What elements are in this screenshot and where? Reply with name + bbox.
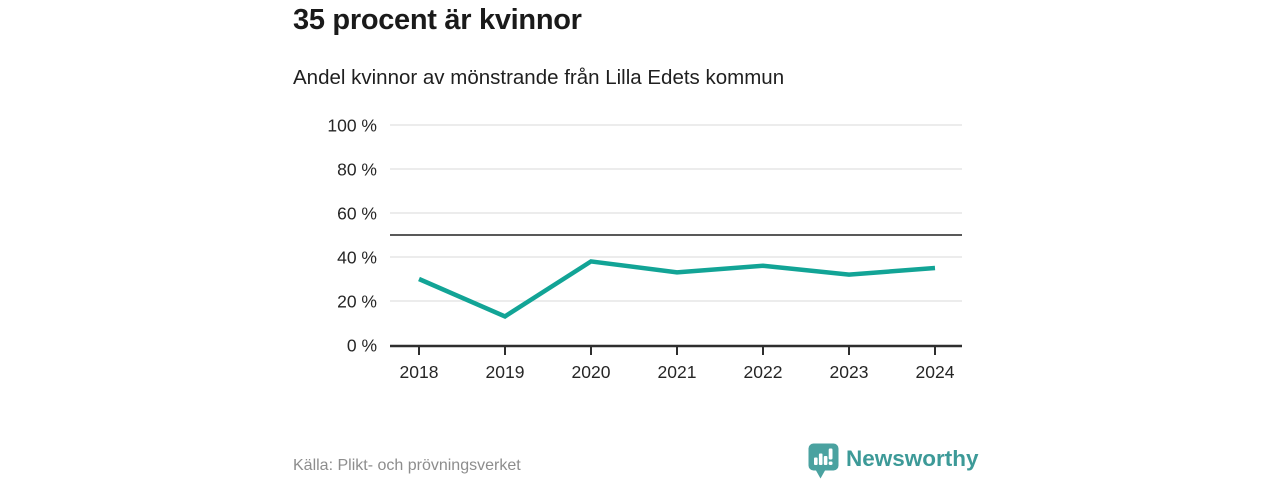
y-tick-label: 100 %: [327, 116, 377, 136]
newsworthy-icon: [808, 443, 839, 479]
y-tick-label: 40 %: [337, 248, 377, 268]
y-tick-label: 60 %: [337, 204, 377, 224]
page-title: 35 procent är kvinnor: [293, 4, 582, 36]
x-tick-label: 2019: [486, 362, 525, 382]
brand-logo: Newsworthy: [808, 443, 979, 479]
y-tick-label: 0 %: [347, 336, 377, 356]
x-tick-label: 2018: [400, 362, 439, 382]
data-line: [418, 259, 936, 319]
line-chart-svg: 0 % 20 % 40 % 60 % 80 % 100 % 2018 2019 2020 2021…: [327, 116, 962, 382]
x-tick-label: 2021: [658, 362, 697, 382]
y-tick-label: 20 %: [337, 292, 377, 312]
x-tick-label: 2022: [744, 362, 783, 382]
x-tick-label: 2024: [916, 362, 955, 382]
y-tick-label: 80 %: [337, 160, 377, 180]
brand-name: Newsworthy: [846, 446, 979, 471]
x-tick-label: 2023: [830, 362, 869, 382]
chart-subtitle: Andel kvinnor av mönstrande från Lilla E…: [293, 66, 785, 89]
line-chart: 0 % 20 % 40 % 60 % 80 % 100 % 2018 2019 2020 2021…: [285, 110, 975, 390]
source-note: Källa: Plikt- och prövningsverket: [293, 457, 521, 474]
x-tick-label: 2020: [572, 362, 611, 382]
